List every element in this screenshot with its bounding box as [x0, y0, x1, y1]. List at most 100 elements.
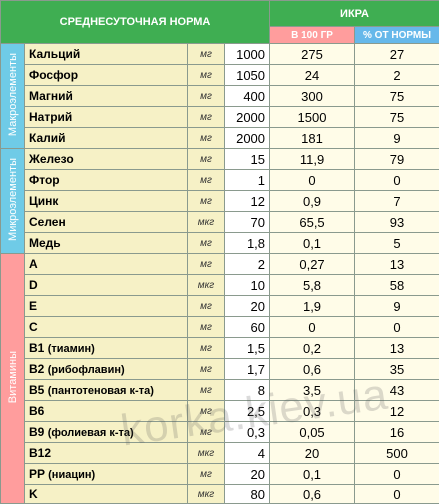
percent-cell: 0	[355, 485, 439, 504]
per-100g-cell: 1,9	[270, 296, 355, 317]
per-100g-cell: 11,9	[270, 149, 355, 170]
group-label-text: Микроэлементы	[7, 158, 19, 241]
daily-norm-cell: 1,5	[225, 338, 270, 359]
nutrient-name: B2 (рибофлавин)	[25, 359, 188, 380]
group-label-text: Макроэлементы	[7, 53, 19, 136]
per-100g-cell: 0,05	[270, 422, 355, 443]
nutrient-name: B9 (фолиевая к-та)	[25, 422, 188, 443]
per-100g-cell: 24	[270, 65, 355, 86]
daily-norm-cell: 12	[225, 191, 270, 212]
per-100g-cell: 0,1	[270, 464, 355, 485]
nutrient-name: C	[25, 317, 188, 338]
unit-cell: мкг	[188, 275, 225, 296]
unit-cell: мг	[188, 254, 225, 275]
nutrient-note: (фолиевая к-та)	[48, 427, 134, 439]
unit-cell: мг	[188, 128, 225, 149]
percent-cell: 13	[355, 338, 439, 359]
nutrient-label: B12	[29, 446, 51, 460]
nutrient-name: Цинк	[25, 191, 188, 212]
nutrient-name: Фосфор	[25, 65, 188, 86]
daily-norm-cell: 4	[225, 443, 270, 464]
nutrient-label: PP	[29, 467, 45, 481]
percent-cell: 27	[355, 44, 439, 65]
nutrient-label: B5	[29, 383, 44, 397]
nutrient-label: Медь	[29, 236, 61, 250]
nutrient-name: Кальций	[25, 44, 188, 65]
nutrient-label: Фосфор	[29, 68, 78, 82]
per-100g-cell: 0	[270, 170, 355, 191]
nutrient-note: (ниацин)	[48, 469, 95, 481]
daily-norm-cell: 15	[225, 149, 270, 170]
unit-cell: мг	[188, 65, 225, 86]
unit-cell: мг	[188, 338, 225, 359]
percent-cell: 12	[355, 401, 439, 422]
nutrient-label: D	[29, 278, 38, 292]
per-100g-cell: 0,3	[270, 401, 355, 422]
nutrient-name: PP (ниацин)	[25, 464, 188, 485]
percent-cell: 79	[355, 149, 439, 170]
percent-cell: 9	[355, 128, 439, 149]
group-label-vitamins: Витамины	[1, 254, 25, 504]
nutrient-name: Магний	[25, 86, 188, 107]
unit-cell: мг	[188, 317, 225, 338]
group-label-text: Витамины	[7, 351, 19, 403]
nutrient-label: Натрий	[29, 110, 72, 124]
unit-cell: мг	[188, 233, 225, 254]
nutrient-label: Фтор	[29, 173, 60, 187]
nutrient-name: B1 (тиамин)	[25, 338, 188, 359]
daily-norm-cell: 2,5	[225, 401, 270, 422]
percent-cell: 58	[355, 275, 439, 296]
nutrient-label: Цинк	[29, 194, 58, 208]
nutrient-name: Медь	[25, 233, 188, 254]
nutrient-name: K	[25, 485, 188, 504]
daily-norm-cell: 10	[225, 275, 270, 296]
daily-norm-cell: 80	[225, 485, 270, 504]
percent-cell: 500	[355, 443, 439, 464]
per-100g-cell: 1500	[270, 107, 355, 128]
daily-norm-cell: 1050	[225, 65, 270, 86]
unit-cell: мкг	[188, 485, 225, 504]
nutrient-label: E	[29, 299, 37, 313]
unit-cell: мг	[188, 107, 225, 128]
nutrient-label: B9	[29, 425, 44, 439]
per-100g-cell: 275	[270, 44, 355, 65]
unit-cell: мг	[188, 149, 225, 170]
unit-cell: мг	[188, 464, 225, 485]
daily-norm-cell: 1000	[225, 44, 270, 65]
per-100g-header: В 100 ГР	[270, 27, 355, 44]
caviar-header: ИКРА	[270, 1, 439, 27]
unit-cell: мг	[188, 401, 225, 422]
daily-norm-cell: 1,8	[225, 233, 270, 254]
percent-cell: 75	[355, 86, 439, 107]
nutrient-name: Селен	[25, 212, 188, 233]
unit-cell: мг	[188, 170, 225, 191]
daily-norm-cell: 400	[225, 86, 270, 107]
per-100g-cell: 0,27	[270, 254, 355, 275]
nutrient-label: K	[29, 487, 38, 501]
daily-norm-cell: 1,7	[225, 359, 270, 380]
unit-cell: мг	[188, 191, 225, 212]
per-100g-cell: 0	[270, 317, 355, 338]
nutrient-label: A	[29, 257, 38, 271]
nutrient-label: Селен	[29, 215, 66, 229]
group-label-micro: Микроэлементы	[1, 149, 25, 254]
nutrient-label: B6	[29, 404, 44, 418]
percent-cell: 9	[355, 296, 439, 317]
percent-cell: 43	[355, 380, 439, 401]
